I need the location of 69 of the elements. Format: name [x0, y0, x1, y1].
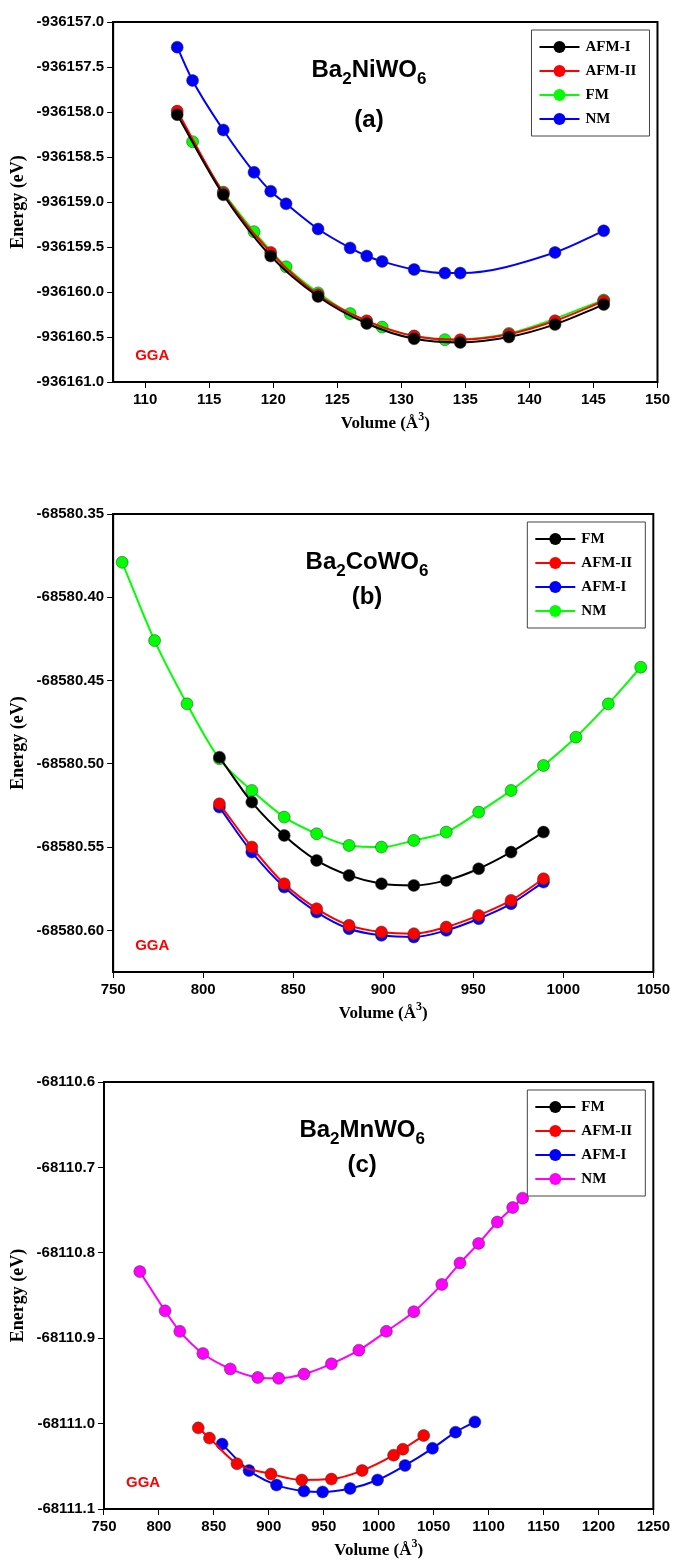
legend-label: NM — [581, 1169, 607, 1186]
legend-label: AFM-II — [585, 61, 637, 78]
x-tick-label: 150 — [644, 390, 670, 408]
annotation: GGA — [135, 936, 170, 953]
text: (a) — [354, 105, 384, 132]
x-tick-label: 850 — [280, 980, 306, 998]
legend-label: AFM-I — [585, 37, 631, 54]
x-tick-label: 140 — [516, 390, 542, 408]
x-tick-label: 900 — [256, 1517, 282, 1535]
legend-label: AFM-I — [581, 577, 627, 594]
x-tick-label: 1000 — [361, 1517, 396, 1535]
x-tick-label: 1250 — [636, 1517, 670, 1535]
y-tick-label: -68580.50 — [36, 753, 105, 771]
x-tick-label: 1200 — [581, 1517, 616, 1535]
legend-label: AFM-I — [581, 1145, 627, 1162]
x-tick-label: 950 — [460, 980, 486, 998]
y-axis-title: Energy (eV) — [7, 1248, 29, 1343]
x-tick-label: 115 — [197, 390, 222, 408]
y-tick-label: -68111.1 — [37, 1499, 95, 1517]
y-tick-label: -936159.0 — [36, 192, 105, 210]
x-tick-label: 1100 — [472, 1517, 505, 1535]
y-axis-title: Energy (eV) — [7, 696, 29, 790]
y-tick-label: -936159.5 — [36, 237, 105, 255]
x-tick-label: 145 — [580, 390, 606, 408]
x-tick-label: 900 — [370, 980, 396, 998]
y-axis-title: Energy (eV) — [7, 155, 29, 249]
y-tick-label: -68580.60 — [36, 920, 105, 938]
y-tick-label: -936157.0 — [36, 12, 105, 30]
y-tick-label: -936158.5 — [36, 147, 105, 165]
annotation: GGA — [135, 346, 170, 363]
text: (c) — [347, 1150, 377, 1177]
text: (b) — [351, 582, 383, 609]
y-tick-label: -68580.45 — [36, 670, 105, 688]
x-tick-label: 950 — [311, 1517, 337, 1535]
x-tick-label: 130 — [388, 390, 414, 408]
y-tick-label: -68110.8 — [36, 1242, 95, 1260]
x-tick-label: 800 — [190, 980, 216, 998]
y-tick-label: -68110.6 — [36, 1072, 95, 1090]
y-tick-label: -68580.55 — [36, 837, 105, 855]
y-tick-label: -936160.0 — [36, 282, 105, 300]
y-tick-label: -936157.5 — [36, 57, 105, 75]
y-tick-label: -68580.40 — [36, 587, 105, 605]
legend-label: FM — [585, 85, 609, 102]
y-tick-label: -68580.35 — [36, 504, 105, 522]
x-tick-label: 125 — [324, 390, 350, 408]
x-tick-label: 800 — [146, 1517, 172, 1535]
y-tick-label: -68111.0 — [37, 1413, 95, 1431]
x-tick-label: 110 — [133, 390, 158, 408]
x-tick-label: 120 — [260, 390, 286, 408]
x-tick-label: 850 — [201, 1517, 227, 1535]
x-tick-label: 1050 — [416, 1517, 451, 1535]
x-tick-label: 1050 — [636, 980, 670, 998]
y-tick-label: -68110.7 — [36, 1157, 95, 1175]
y-tick-label: -936161.0 — [36, 372, 105, 390]
x-tick-label: 750 — [91, 1517, 117, 1535]
legend-label: NM — [581, 601, 607, 618]
annotation: GGA — [125, 1473, 161, 1490]
x-tick-label: 1150 — [527, 1517, 560, 1535]
y-tick-label: -936158.0 — [36, 102, 105, 120]
x-tick-label: 135 — [452, 390, 478, 408]
legend-label: AFM-II — [581, 553, 633, 570]
legend-label: NM — [585, 109, 611, 126]
x-tick-label: 750 — [100, 980, 126, 998]
y-tick-label: -936160.5 — [36, 327, 105, 345]
legend-label: AFM-II — [581, 1121, 633, 1138]
y-tick-label: -68110.9 — [36, 1328, 95, 1346]
x-tick-label: 1000 — [546, 980, 580, 998]
legend-label: FM — [581, 529, 605, 546]
legend-label: FM — [581, 1097, 605, 1114]
